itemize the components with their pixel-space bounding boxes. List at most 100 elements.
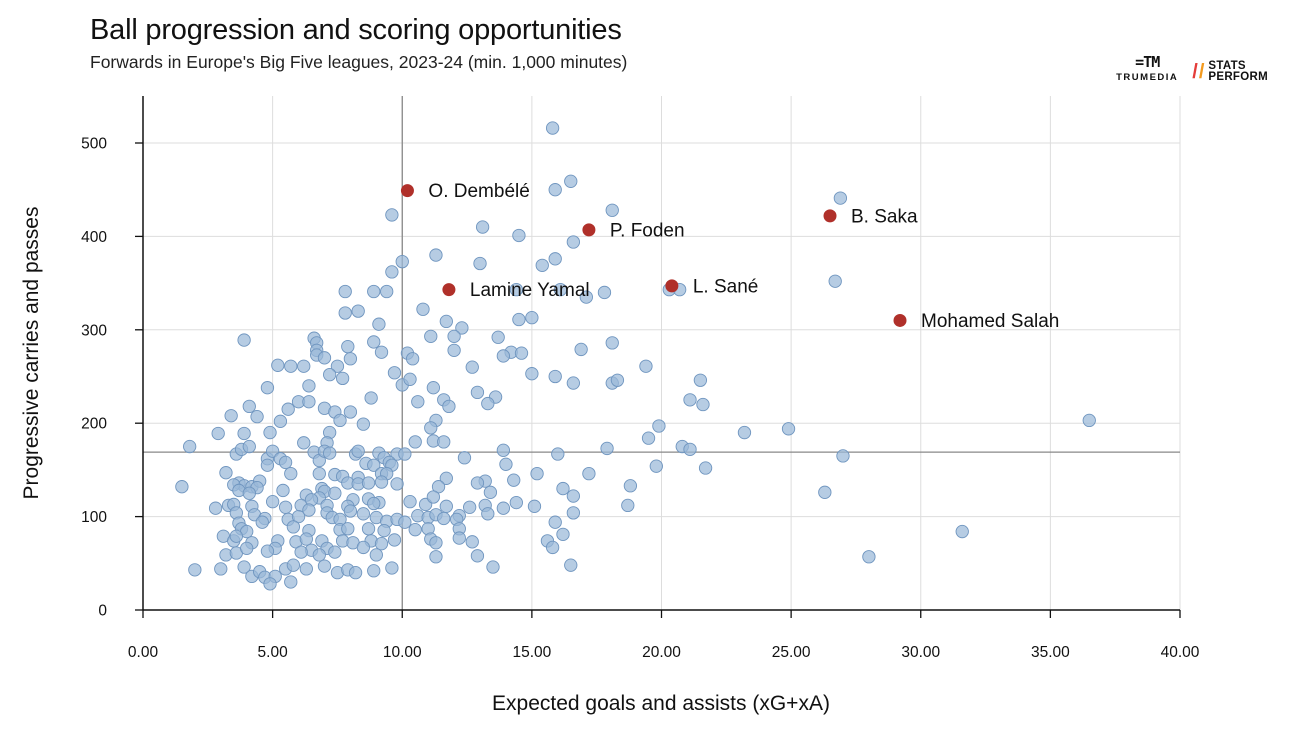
data-point [284, 466, 298, 481]
x-axis-title: Expected goals and assists (xG+xA) [492, 692, 830, 715]
data-point [439, 499, 453, 513]
data-point [447, 329, 461, 343]
y-tick-label: 400 [81, 229, 107, 246]
data-point [470, 549, 485, 563]
data-point [367, 458, 381, 472]
data-point [452, 531, 466, 545]
data-point [302, 395, 316, 409]
data-point [442, 399, 456, 414]
data-point [343, 405, 358, 419]
highlighted-point [665, 279, 679, 293]
trumedia-wordmark: TRUMEDIA [1116, 72, 1179, 83]
data-point [237, 426, 251, 441]
data-point [263, 577, 277, 591]
data-point [273, 414, 288, 428]
data-point [276, 483, 290, 498]
player-label: Lamine Yamal [470, 280, 590, 301]
highlighted-point [400, 184, 414, 198]
data-point [514, 346, 529, 360]
data-point [496, 501, 511, 515]
chart-title: Ball progression and scoring opportuniti… [90, 14, 622, 46]
data-point [361, 522, 376, 536]
data-point [312, 548, 326, 562]
data-point [621, 498, 635, 513]
x-axis-ticks: 0.00 5.00 10.00 15.00 20.00 25.00 30.00 35.00 40… [128, 610, 1200, 661]
data-point [545, 121, 560, 135]
x-tick-label: 0.00 [128, 644, 159, 661]
data-point [284, 359, 298, 373]
data-point [224, 409, 238, 423]
data-point [260, 381, 275, 395]
data-point [255, 515, 269, 529]
data-point [367, 496, 381, 511]
data-point [333, 413, 347, 428]
data-point [260, 544, 275, 558]
grid-lines [143, 96, 1181, 610]
data-point [463, 500, 477, 514]
data-point [457, 451, 472, 465]
data-point [175, 480, 189, 494]
trumedia-mark-icon: =TM [1135, 53, 1160, 71]
data-point [481, 507, 495, 521]
data-point [338, 306, 352, 320]
data-point [377, 523, 391, 538]
data-point [211, 426, 225, 441]
data-point [188, 563, 202, 577]
data-point [387, 533, 402, 547]
data-point [385, 561, 399, 575]
data-point [364, 391, 378, 405]
data-point [330, 359, 345, 373]
data-point [465, 535, 479, 549]
data-point [437, 511, 451, 526]
data-point [317, 351, 332, 365]
data-point [271, 358, 285, 372]
y-tick-label: 100 [81, 509, 107, 526]
data-point [535, 258, 549, 273]
data-point [455, 321, 469, 335]
data-point [361, 476, 376, 490]
data-point [424, 329, 438, 343]
data-point [369, 548, 383, 562]
y-tick-label: 500 [81, 136, 107, 153]
data-point [512, 312, 526, 327]
data-point [242, 486, 256, 500]
data-point [553, 282, 568, 297]
data-point [351, 444, 365, 458]
data-point [512, 228, 526, 243]
data-point [683, 393, 697, 407]
player-label: B. Saka [851, 206, 918, 227]
data-point [470, 385, 485, 400]
statsperform-line2: PERFORM [1208, 71, 1268, 83]
data-point [317, 559, 332, 573]
data-point [385, 208, 399, 222]
data-point [237, 333, 251, 347]
highlighted-players: O. Dembélé P. Foden B. Saka Lamine Yamal L. … [400, 181, 1059, 332]
data-point [367, 335, 381, 349]
data-point [566, 376, 581, 390]
data-point [439, 314, 453, 329]
data-point [683, 442, 697, 457]
data-point [509, 495, 523, 510]
data-point [597, 285, 612, 300]
data-point [343, 504, 358, 518]
data-point [781, 422, 796, 436]
data-point [398, 447, 412, 461]
data-point [465, 360, 479, 374]
highlighted-point [442, 283, 456, 297]
data-point [408, 435, 422, 449]
statsperform-wordmark: STATS PERFORM [1208, 60, 1268, 83]
data-point [323, 446, 337, 460]
data-point [424, 421, 438, 435]
chart-subtitle: Forwards in Europe's Big Five leagues, 2… [90, 52, 628, 72]
y-axis-title: Progressive carries and passes [20, 207, 43, 500]
x-tick-label: 25.00 [772, 644, 811, 661]
data-point [312, 466, 326, 481]
data-point [652, 419, 666, 433]
data-point [374, 475, 389, 489]
data-point [499, 457, 513, 471]
data-point [265, 495, 280, 509]
data-point [429, 536, 443, 550]
statsperform-logo: / / STATS PERFORM [1192, 60, 1268, 83]
data-point [323, 367, 337, 382]
data-point [385, 265, 399, 279]
